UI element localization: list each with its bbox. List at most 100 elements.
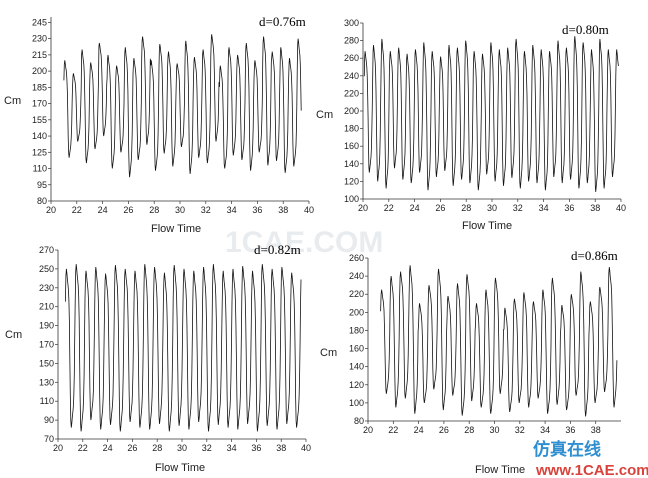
y-tick-label: 160	[349, 344, 364, 354]
y-tick-label: 185	[32, 82, 47, 92]
x-axis-label: Flow Time	[462, 220, 512, 232]
x-tick-label: 32	[515, 425, 525, 435]
x-tick-label: 28	[149, 205, 159, 215]
cm-series-line	[363, 36, 619, 192]
x-tick-label: 22	[78, 443, 88, 453]
x-tick-label: 24	[410, 203, 420, 213]
y-tick-label: 95	[37, 180, 47, 190]
y-tick-label: 240	[349, 271, 364, 281]
y-tick-label: 300	[344, 18, 359, 28]
charts-group: 20 22 24 26 28 30 32 34 36 38 40 80 95 110 125 140 155 17…	[4, 14, 626, 476]
watermark-logo-en: www.1CAE.com	[535, 462, 648, 478]
x-tick-label: 40	[301, 443, 311, 453]
y-axis-label: Cm	[4, 95, 21, 107]
y-tick-label: 170	[39, 340, 54, 350]
y-tick-label: 110	[40, 396, 54, 406]
x-tick-label: 26	[127, 443, 137, 453]
x-tick-label: 32	[513, 203, 523, 213]
y-tick-label: 190	[39, 321, 54, 331]
x-tick-label: 36	[565, 425, 575, 435]
y-tick-label: 245	[32, 17, 47, 27]
x-tick-label: 24	[414, 425, 424, 435]
y-tick-label: 200	[349, 307, 364, 317]
diameter-annotation: d=0.86m	[571, 248, 618, 263]
x-tick-label: 26	[123, 205, 133, 215]
x-tick-label: 26	[435, 203, 445, 213]
chart-3: 20 22 24 26 28 30 32 34 36 38 40 70 90 110 130 150 170 19…	[5, 242, 311, 474]
x-tick-label: 30	[177, 443, 187, 453]
x-tick-label: 20	[363, 425, 373, 435]
x-tick-label: 30	[175, 205, 185, 215]
x-tick-label: 36	[564, 203, 574, 213]
y-tick-label: 100	[349, 398, 364, 408]
x-tick-label: 20	[46, 205, 56, 215]
y-tick-label: 210	[39, 302, 54, 312]
y-axis-label: Cm	[316, 109, 333, 121]
y-tick-label: 120	[344, 176, 359, 186]
y-tick-label: 100	[344, 194, 359, 204]
y-axis-label: Cm	[320, 347, 337, 359]
y-tick-label: 160	[344, 141, 359, 151]
y-tick-label: 280	[344, 36, 359, 46]
watermark-logo-cn: 仿真在线	[533, 439, 601, 460]
x-tick-label: 34	[227, 443, 237, 453]
x-tick-label: 24	[103, 443, 113, 453]
y-tick-label: 200	[344, 106, 359, 116]
y-tick-label: 90	[44, 415, 54, 425]
y-tick-label: 80	[354, 416, 364, 426]
y-tick-label: 220	[344, 88, 359, 98]
y-tick-label: 150	[39, 358, 54, 368]
y-tick-label: 200	[32, 66, 47, 76]
x-axis-label: Flow Time	[155, 462, 205, 474]
x-tick-label: 22	[72, 205, 82, 215]
x-tick-label: 34	[227, 205, 237, 215]
y-tick-label: 270	[39, 245, 54, 255]
x-tick-label: 20	[358, 203, 368, 213]
y-tick-label: 80	[37, 196, 47, 206]
x-tick-label: 36	[252, 205, 262, 215]
diameter-annotation: d=0.76m	[259, 14, 306, 29]
cm-series-line	[63, 34, 302, 178]
x-tick-label: 32	[202, 443, 212, 453]
x-axis-label: Flow Time	[151, 223, 201, 235]
y-tick-label: 170	[32, 99, 47, 109]
y-tick-label: 180	[344, 124, 359, 134]
x-axis-label: Flow Time	[475, 464, 525, 476]
x-tick-label: 36	[251, 443, 261, 453]
chart-2: 20 22 24 26 28 30 32 34 36 38 40 100 120 140 160 180 200…	[316, 18, 626, 232]
watermark-center: 1CAE.COM	[225, 226, 383, 259]
x-tick-label: 32	[201, 205, 211, 215]
y-tick-label: 155	[32, 115, 47, 125]
chart-1: 20 22 24 26 28 30 32 34 36 38 40 80 95 110 125 140 155 17…	[4, 14, 314, 235]
y-tick-label: 110	[33, 164, 47, 174]
cm-series-line	[65, 264, 302, 432]
y-tick-label: 215	[32, 50, 47, 60]
y-tick-label: 180	[349, 325, 364, 335]
y-tick-label: 140	[349, 362, 364, 372]
x-tick-label: 38	[591, 425, 601, 435]
y-tick-label: 250	[39, 264, 54, 274]
y-tick-label: 230	[39, 283, 54, 293]
y-tick-label: 220	[349, 289, 364, 299]
x-tick-label: 34	[539, 203, 549, 213]
y-axis-label: Cm	[5, 329, 22, 341]
diameter-annotation: d=0.82m	[254, 242, 301, 257]
watermark-logo: 仿真在线 www.1CAE.com	[533, 439, 648, 478]
x-tick-label: 28	[461, 203, 471, 213]
x-tick-label: 22	[388, 425, 398, 435]
chart-4: 20 22 24 26 28 30 32 34 36 38 80 100 120 140 160 180 200…	[320, 248, 621, 476]
x-tick-label: 38	[590, 203, 600, 213]
y-tick-label: 240	[344, 71, 359, 81]
x-tick-label: 34	[540, 425, 550, 435]
y-tick-label: 140	[344, 159, 359, 169]
x-tick-label: 30	[487, 203, 497, 213]
x-tick-label: 24	[98, 205, 108, 215]
y-tick-label: 260	[344, 53, 359, 63]
x-tick-label: 28	[152, 443, 162, 453]
x-tick-label: 40	[304, 205, 314, 215]
y-tick-label: 120	[349, 380, 364, 390]
cm-series-line	[380, 265, 618, 417]
x-tick-label: 26	[439, 425, 449, 435]
diameter-annotation: d=0.80m	[562, 22, 609, 37]
